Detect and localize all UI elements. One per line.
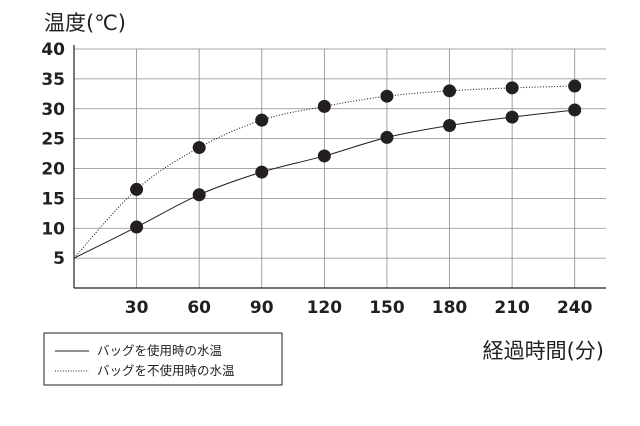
- data-point-with-bag: [380, 130, 394, 144]
- data-point-without-bag: [443, 84, 457, 98]
- x-tick-label: 180: [432, 298, 468, 318]
- x-tick-label: 90: [250, 298, 274, 318]
- y-tick-label: 20: [41, 160, 65, 180]
- x-tick-label: 210: [494, 298, 530, 318]
- y-tick-label: 25: [41, 130, 65, 150]
- legend: バッグを使用時の水温 バッグを不使用時の水温: [43, 332, 283, 386]
- y-axis-label: 温度(℃): [44, 11, 126, 35]
- data-point-without-bag: [505, 81, 519, 95]
- data-point-with-bag: [317, 149, 331, 163]
- legend-label-with-bag: バッグを使用時の水温: [97, 343, 223, 358]
- data-point-with-bag: [255, 165, 269, 179]
- x-tick-label: 120: [307, 298, 343, 318]
- series-points: [130, 79, 582, 234]
- data-point-without-bag: [568, 79, 582, 93]
- y-tick-label: 10: [41, 219, 65, 239]
- x-tick-label: 30: [125, 298, 149, 318]
- legend-box: [43, 332, 283, 386]
- grid: [74, 48, 606, 288]
- data-point-with-bag: [192, 188, 206, 202]
- data-point-with-bag: [505, 110, 519, 124]
- x-tick-labels: 30 60 90 120 150 180 210 240: [125, 298, 593, 318]
- y-tick-label: 5: [53, 249, 65, 269]
- x-tick-label: 60: [187, 298, 211, 318]
- data-point-without-bag: [380, 89, 394, 103]
- series-line-without-bag: [73, 85, 575, 259]
- y-tick-label: 40: [41, 40, 65, 60]
- data-point-with-bag: [443, 118, 457, 132]
- y-tick-label: 15: [41, 189, 65, 209]
- data-point-with-bag: [130, 220, 144, 234]
- x-tick-label: 150: [369, 298, 405, 318]
- y-tick-labels: 5 10 15 20 25 30 35 40: [41, 40, 65, 269]
- data-point-with-bag: [568, 103, 582, 117]
- data-point-without-bag: [255, 113, 269, 127]
- legend-label-without-bag: バッグを不使用時の水温: [97, 363, 235, 378]
- y-tick-label: 35: [41, 70, 65, 90]
- axes: [73, 45, 606, 289]
- data-point-without-bag: [130, 182, 144, 196]
- y-tick-label: 30: [41, 100, 65, 120]
- data-point-without-bag: [192, 141, 206, 155]
- data-point-without-bag: [317, 99, 331, 113]
- x-tick-label: 240: [557, 298, 593, 318]
- x-axis-label: 経過時間(分): [483, 339, 604, 363]
